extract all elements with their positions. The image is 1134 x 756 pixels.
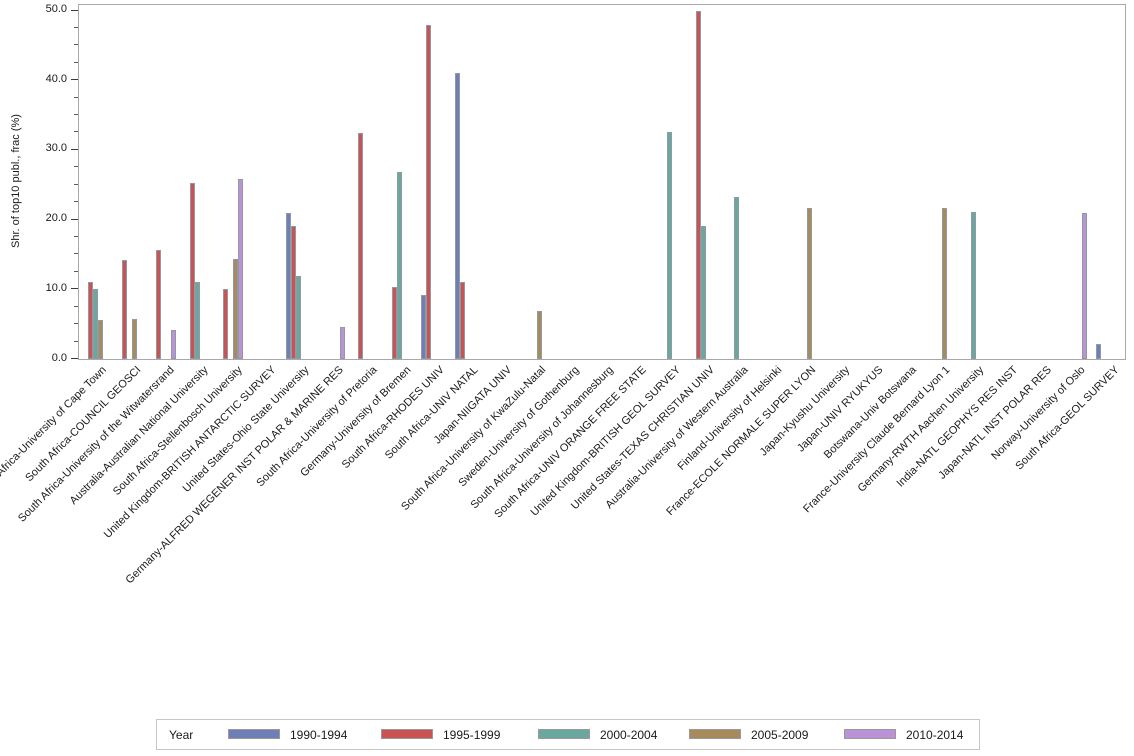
bar <box>425 25 431 359</box>
bar <box>358 133 364 359</box>
y-minor-tick <box>74 26 78 28</box>
y-major-tick <box>71 79 78 81</box>
legend-item-label: 1995-1999 <box>443 728 501 742</box>
bar <box>420 294 426 359</box>
y-major-tick <box>71 148 78 150</box>
x-category-label: Germany-ALFRED WEGENER INST POLAR & MARI… <box>123 364 346 587</box>
bar <box>223 288 229 359</box>
x-category-label: United States-Ohio State University <box>180 364 312 495</box>
y-tick-label: 0.0 <box>51 351 67 364</box>
bar <box>459 282 465 359</box>
bar <box>941 208 947 359</box>
bar <box>454 73 460 359</box>
y-minor-tick <box>74 323 78 325</box>
y-minor-tick <box>74 114 78 116</box>
bar <box>285 212 291 359</box>
bar <box>170 330 176 359</box>
bar <box>290 225 296 359</box>
y-minor-tick <box>74 166 78 168</box>
x-category-label: South Africa-University of the Witwaters… <box>16 364 177 525</box>
y-major-tick <box>71 288 78 290</box>
bar <box>666 131 672 359</box>
bar <box>1095 343 1101 359</box>
y-tick-label: 20.0 <box>45 212 67 225</box>
legend-swatch <box>538 729 590 739</box>
legend-swatch <box>689 729 741 739</box>
bar <box>295 276 301 359</box>
legend-item-label: 2005-2009 <box>751 728 809 742</box>
legend-item-label: 2010-2014 <box>906 728 964 742</box>
bar <box>339 326 345 359</box>
legend-title: Year <box>169 728 194 742</box>
bar <box>695 10 701 359</box>
bar <box>970 211 976 359</box>
y-minor-tick <box>74 44 78 46</box>
y-tick-label: 40.0 <box>45 72 67 85</box>
plot-area <box>78 4 1126 360</box>
bar <box>734 196 740 359</box>
y-minor-tick <box>74 61 78 63</box>
x-category-label: Germany-RWTH Aachen University <box>855 364 987 495</box>
bar <box>98 319 104 359</box>
y-major-tick <box>71 218 78 220</box>
y-tick-label: 30.0 <box>45 142 67 155</box>
bar <box>392 286 398 359</box>
bar <box>194 282 200 359</box>
bar <box>238 179 244 359</box>
y-tick-label: 50.0 <box>45 3 67 15</box>
bar <box>122 260 128 359</box>
bar <box>155 249 161 359</box>
bar <box>189 183 195 359</box>
bar <box>537 310 543 359</box>
bar <box>700 225 706 359</box>
legend-item-label: 2000-2004 <box>600 728 658 742</box>
y-major-tick <box>71 358 78 359</box>
y-minor-tick <box>74 305 78 307</box>
legend-swatch <box>844 729 896 739</box>
y-minor-tick <box>74 340 78 342</box>
legend-item-label: 1990-1994 <box>290 728 348 742</box>
legend: Year 1990-1994 1995-1999 2000-2004 2005-200… <box>156 719 980 750</box>
y-minor-tick <box>74 253 78 255</box>
y-tick-label: 10.0 <box>45 281 67 294</box>
legend-swatch <box>381 729 433 739</box>
y-minor-tick <box>74 131 78 133</box>
bar <box>397 172 403 359</box>
y-minor-tick <box>74 236 78 238</box>
bar <box>1081 213 1087 359</box>
bar <box>132 319 138 359</box>
y-minor-tick <box>74 96 78 98</box>
bar <box>233 259 239 359</box>
y-major-tick <box>71 9 78 11</box>
y-minor-tick <box>74 270 78 272</box>
bar <box>93 289 99 359</box>
legend-swatch <box>228 729 280 739</box>
y-minor-tick <box>74 183 78 185</box>
y-minor-tick <box>74 201 78 203</box>
bar <box>88 282 94 359</box>
bar <box>806 208 812 359</box>
y-axis-title: Shr. of top10 publ., frac (%) <box>10 114 22 248</box>
